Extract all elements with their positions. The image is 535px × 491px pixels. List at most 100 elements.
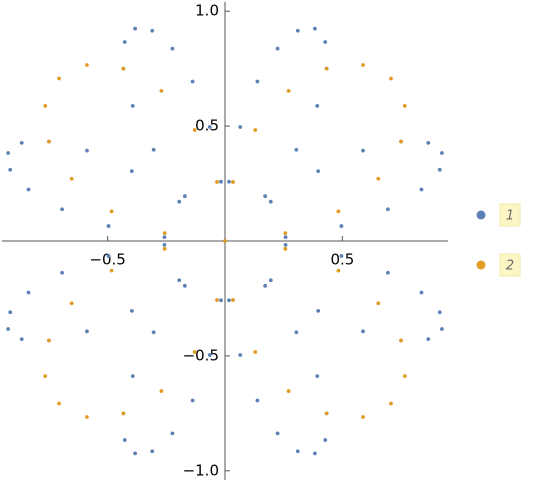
point <box>121 411 126 416</box>
point <box>294 330 299 335</box>
point <box>361 329 365 334</box>
x-tick-label: −0.5 <box>89 251 125 269</box>
point <box>419 187 424 192</box>
point <box>122 40 127 44</box>
legend-marker <box>476 260 486 270</box>
point <box>219 298 223 303</box>
point <box>316 169 321 174</box>
point <box>361 148 365 153</box>
point <box>219 179 223 184</box>
point <box>130 103 135 108</box>
point <box>426 140 431 145</box>
point <box>6 151 11 155</box>
point <box>170 46 175 51</box>
point <box>283 246 288 251</box>
point <box>313 26 317 31</box>
point <box>399 139 403 144</box>
point <box>361 415 365 419</box>
point <box>263 194 268 199</box>
point <box>106 254 111 258</box>
point <box>313 451 317 456</box>
point <box>133 26 137 31</box>
point <box>159 389 164 393</box>
point <box>60 270 64 275</box>
point <box>215 180 219 184</box>
point <box>253 350 258 354</box>
point <box>315 103 320 108</box>
point <box>192 350 197 354</box>
point <box>26 290 31 295</box>
point <box>8 167 13 172</box>
point <box>85 329 89 334</box>
point <box>386 207 390 212</box>
point <box>190 79 195 84</box>
point <box>324 66 329 71</box>
point <box>121 66 126 71</box>
point <box>275 46 280 51</box>
point <box>402 103 407 108</box>
point <box>255 398 260 403</box>
point <box>177 199 182 204</box>
point <box>283 231 288 236</box>
point <box>336 268 341 273</box>
point <box>85 148 89 153</box>
point <box>69 176 74 181</box>
point <box>295 449 300 454</box>
point <box>339 224 344 228</box>
point <box>389 76 393 81</box>
point <box>130 374 135 379</box>
point <box>177 278 182 283</box>
point <box>231 180 235 184</box>
point <box>268 278 273 283</box>
x-tick-label: 0.5 <box>330 251 354 269</box>
point <box>419 290 424 295</box>
point <box>215 298 219 302</box>
point <box>122 438 127 442</box>
point <box>286 89 291 93</box>
point <box>170 431 175 436</box>
point <box>336 209 341 214</box>
point <box>133 451 137 456</box>
point <box>437 310 442 315</box>
point <box>150 449 155 454</box>
point <box>85 63 89 67</box>
point <box>57 76 61 81</box>
point <box>255 79 260 84</box>
point <box>315 374 320 379</box>
point <box>106 224 111 228</box>
point <box>192 128 197 132</box>
point <box>268 199 273 204</box>
legend-label-box <box>499 203 521 227</box>
point <box>238 125 243 129</box>
point <box>26 187 31 192</box>
point <box>159 89 164 93</box>
point <box>6 327 11 331</box>
point <box>294 147 299 152</box>
point <box>47 338 51 343</box>
point <box>162 235 167 239</box>
point <box>151 147 156 152</box>
point <box>47 139 51 144</box>
point <box>376 176 381 181</box>
point <box>150 28 155 33</box>
legend-marker <box>476 210 486 220</box>
point <box>295 28 300 33</box>
point <box>402 374 407 379</box>
y-tick-label: −0.5 <box>183 346 219 364</box>
point <box>439 151 444 155</box>
point <box>275 431 280 436</box>
point <box>227 298 231 303</box>
point <box>437 167 442 172</box>
point <box>182 194 187 199</box>
point <box>253 128 258 132</box>
point <box>286 389 291 393</box>
point <box>151 330 156 335</box>
point <box>19 337 24 342</box>
legend-label-box <box>499 253 521 277</box>
point <box>8 310 13 315</box>
legend-label: 2 <box>506 259 514 274</box>
point <box>182 283 187 288</box>
point <box>263 283 268 288</box>
legend-label: 1 <box>506 209 514 224</box>
